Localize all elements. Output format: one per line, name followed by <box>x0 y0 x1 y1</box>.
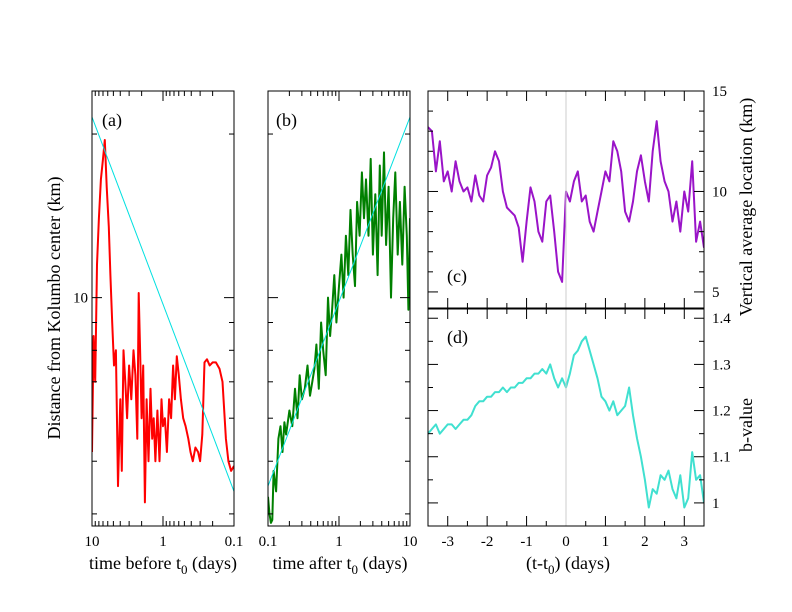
panel-d-ytick-label: 1.3 <box>712 357 731 373</box>
panel-b-ticks: 0.1 1 10 <box>259 91 418 550</box>
panel-b-xlabel: time after t0 (days) <box>273 553 408 577</box>
panel-a-label: (a) <box>102 110 122 131</box>
panel-d: 1 1.1 1.2 1.3 1.4 -3 -2 -1 0 1 2 3 (d) b-value (t-t… <box>427 308 756 577</box>
panel-b-xtick-label: 1 <box>335 534 343 550</box>
panel-a-xtick-label: 0.1 <box>225 534 244 550</box>
panel-d-xtick-label: 2 <box>641 534 649 550</box>
panel-d-label: (d) <box>447 327 468 348</box>
panel-b-frame <box>267 90 411 527</box>
panel-b-line-distance <box>268 151 410 524</box>
panel-b-line-fit <box>268 116 410 487</box>
panel-d-xlabel: (t-t0) (days) <box>526 553 610 577</box>
panel-d-ylabel: b-value <box>736 398 756 452</box>
panel-a-xtick-label: 1 <box>159 534 167 550</box>
panel-c-ytick-label: 15 <box>712 84 727 100</box>
panel-b-xtick-label: 10 <box>403 534 418 550</box>
panel-c: 5 10 15 (c) Vertical average location (km) <box>427 84 757 316</box>
panel-a-line-fit <box>92 116 234 492</box>
panel-b-series <box>268 116 410 524</box>
panel-b-xtick-label: 0.1 <box>259 534 278 550</box>
panel-a-ticks: 10 1 0.1 10 <box>73 91 243 550</box>
panel-d-xtick-label: 0 <box>562 534 570 550</box>
panel-d-frame <box>427 308 705 527</box>
panel-a-line-distance <box>92 139 234 504</box>
panel-d-xtick-label: -2 <box>481 534 494 550</box>
panel-b: 0.1 1 10 (b) time after t0 (days) <box>259 90 418 577</box>
panel-d-ytick-label: 1.2 <box>712 404 731 420</box>
panel-a-ylabel: Distance from Kolumbo center (km) <box>44 177 65 440</box>
panel-d-ytick-label: 1 <box>712 496 720 512</box>
panel-c-ytick-label: 5 <box>712 285 720 301</box>
panel-d-xtick-label: -1 <box>520 534 533 550</box>
panel-c-label: (c) <box>447 266 467 287</box>
panel-c-ytick-label: 10 <box>712 184 727 200</box>
panel-d-xtick-label: 3 <box>681 534 689 550</box>
panel-a-series <box>92 116 234 504</box>
panel-d-ytick-label: 1.1 <box>712 450 731 466</box>
panel-d-xtick-label: -3 <box>441 534 454 550</box>
panel-a: 10 1 0.1 10 (a) time before t0 (days) Dista… <box>44 90 243 577</box>
panel-a-xtick-label: 10 <box>85 534 100 550</box>
panel-d-ytick-label: 1.4 <box>712 311 731 327</box>
panel-a-frame <box>91 90 235 527</box>
panel-a-xlabel: time before t0 (days) <box>89 553 237 577</box>
panel-d-xtick-label: 1 <box>602 534 610 550</box>
panel-b-label: (b) <box>276 110 297 131</box>
panel-c-ylabel: Vertical average location (km) <box>736 98 757 316</box>
panel-a-ytick-label: 10 <box>73 291 88 307</box>
panel-c-frame <box>427 90 705 309</box>
